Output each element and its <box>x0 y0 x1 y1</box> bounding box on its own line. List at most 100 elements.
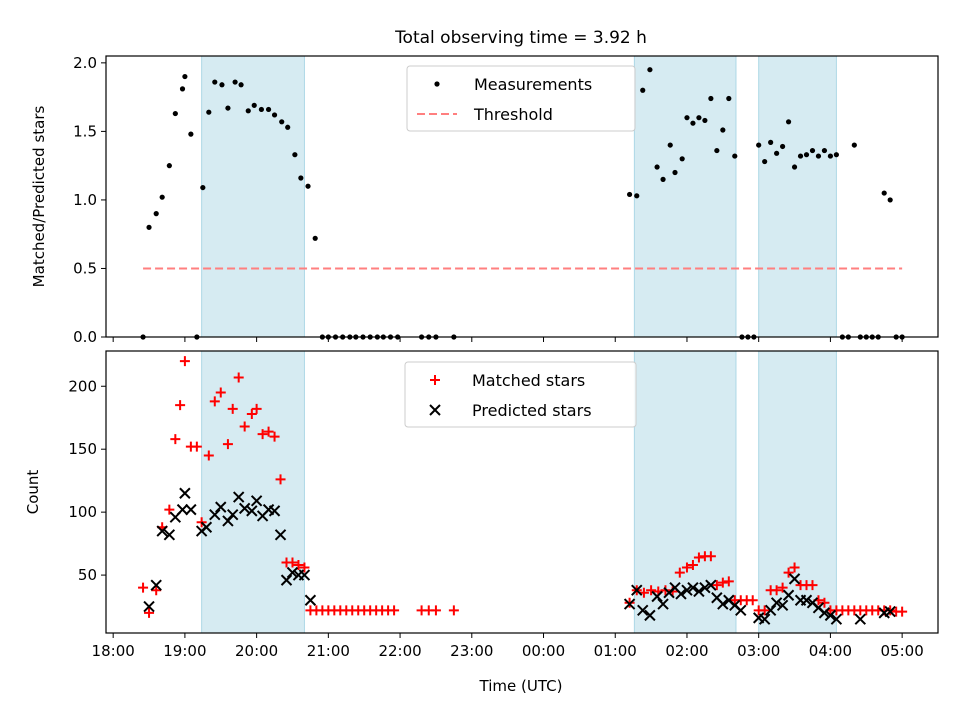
matched-star-point <box>293 560 304 571</box>
measurement-point <box>762 158 768 165</box>
matched-star-point <box>251 403 262 414</box>
measurement-point <box>726 95 732 102</box>
predicted-star-point <box>854 613 867 625</box>
measurement-point <box>166 163 172 169</box>
predicted-star-point <box>215 501 227 513</box>
measurement-point <box>779 143 786 150</box>
measurement-point <box>258 106 265 113</box>
predicted-star-point <box>631 584 643 596</box>
legend-marker <box>430 375 440 385</box>
predicted-star-point <box>824 609 837 622</box>
top-y-ticks: 0.0 0.5 1.0 1.5 2.0 <box>73 54 106 346</box>
x-axis-label: Time (UTC) <box>479 677 563 695</box>
measurement-point <box>265 106 272 113</box>
measurement-point <box>714 147 720 154</box>
measurement-point <box>179 86 186 92</box>
predicted-star-point <box>830 613 843 625</box>
predicted-star-point <box>884 605 896 618</box>
measurement-point <box>232 79 238 85</box>
y-tick-label: 150 <box>68 440 97 458</box>
y-tick-label: 50 <box>78 566 97 584</box>
legend-label: Predicted stars <box>472 401 592 420</box>
predicted-star-point <box>651 590 663 603</box>
shaded-interval <box>201 55 305 338</box>
measurement-point <box>684 115 690 121</box>
matched-star-point <box>170 434 181 445</box>
x-tick-label: 19:00 <box>163 642 206 660</box>
matched-star-point <box>222 439 233 450</box>
matched-star-point <box>203 450 214 461</box>
predicted-star-point <box>717 598 729 610</box>
predicted-star-point <box>699 581 711 594</box>
predicted-star-point <box>286 566 299 579</box>
predicted-star-point <box>238 502 251 515</box>
measurement-point <box>626 191 633 198</box>
y-tick-label: 1.5 <box>73 122 97 140</box>
matched-star-point <box>246 408 257 419</box>
measurement-point <box>732 153 738 159</box>
measurement-point <box>833 152 839 158</box>
legend-label: Measurements <box>474 75 592 94</box>
predicted-star-point <box>280 574 293 586</box>
matched-star-point <box>448 605 459 616</box>
measurement-point <box>200 184 206 191</box>
measurement-point <box>774 150 780 156</box>
bottom-x-ticks: 18:00 19:00 20:00 21:00 22:00 23:00 00:00 01:00… <box>92 633 924 660</box>
matched-star-point <box>233 372 244 383</box>
y-tick-label: 1.0 <box>73 191 97 209</box>
predicted-star-point <box>274 529 287 541</box>
measurement-point <box>797 153 804 159</box>
predicted-star-point <box>675 588 687 600</box>
measurement-point <box>159 194 165 200</box>
measurement-point <box>821 147 828 154</box>
measurement-point <box>634 193 640 199</box>
predicted-star-point <box>143 600 155 613</box>
measurement-point <box>153 211 159 217</box>
predicted-star-point <box>232 491 245 503</box>
measurement-point <box>815 153 822 159</box>
measurement-point <box>827 153 834 159</box>
y-tick-label: 0.0 <box>73 328 97 346</box>
predicted-star-point <box>687 581 699 594</box>
predicted-star-point <box>179 487 191 499</box>
measurement-point <box>146 224 152 230</box>
matched-star-point <box>747 595 758 606</box>
measurement-point <box>667 142 673 148</box>
matched-star-point <box>807 580 818 591</box>
y-tick-label: 2.0 <box>73 54 97 72</box>
measurement-point <box>188 131 194 137</box>
matched-star-point <box>257 429 268 440</box>
predicted-star-point <box>227 508 239 521</box>
predicted-star-point <box>222 515 234 527</box>
legend-box <box>404 361 637 428</box>
shaded-interval <box>633 55 737 338</box>
x-tick-label: 22:00 <box>378 642 421 660</box>
matched-star-point <box>759 605 770 616</box>
matched-star-point <box>209 396 220 407</box>
measurement-point <box>672 169 678 176</box>
predicted-star-point <box>705 579 717 591</box>
top-shaded-intervals <box>201 55 837 338</box>
predicted-star-point <box>644 609 656 622</box>
measurement-point <box>809 147 816 154</box>
matched-star-point <box>681 562 692 573</box>
matched-star-point <box>389 605 400 616</box>
matched-star-point <box>239 421 250 432</box>
matched-star-point <box>674 567 685 578</box>
measurement-point <box>251 102 257 108</box>
top-panel: 0.00.51.01.52.0 Matched/Predicted stars … <box>30 54 939 346</box>
matched-star-point <box>693 552 704 563</box>
top-y-axis-label: Matched/Predicted stars <box>30 106 48 288</box>
bottom-y-ticks: 50 100 150 200 <box>68 377 106 584</box>
matched-star-point <box>430 605 441 616</box>
predicted-star-point <box>623 598 636 610</box>
predicted-star-point <box>693 585 705 598</box>
matched-star-point <box>179 356 190 367</box>
predicted-star-point <box>250 495 263 507</box>
x-tick-label: 21:00 <box>307 642 350 660</box>
measurement-point <box>690 120 696 126</box>
measurement-point <box>647 67 653 73</box>
predicted-star-point <box>298 569 311 581</box>
matched-star-point <box>269 431 280 442</box>
